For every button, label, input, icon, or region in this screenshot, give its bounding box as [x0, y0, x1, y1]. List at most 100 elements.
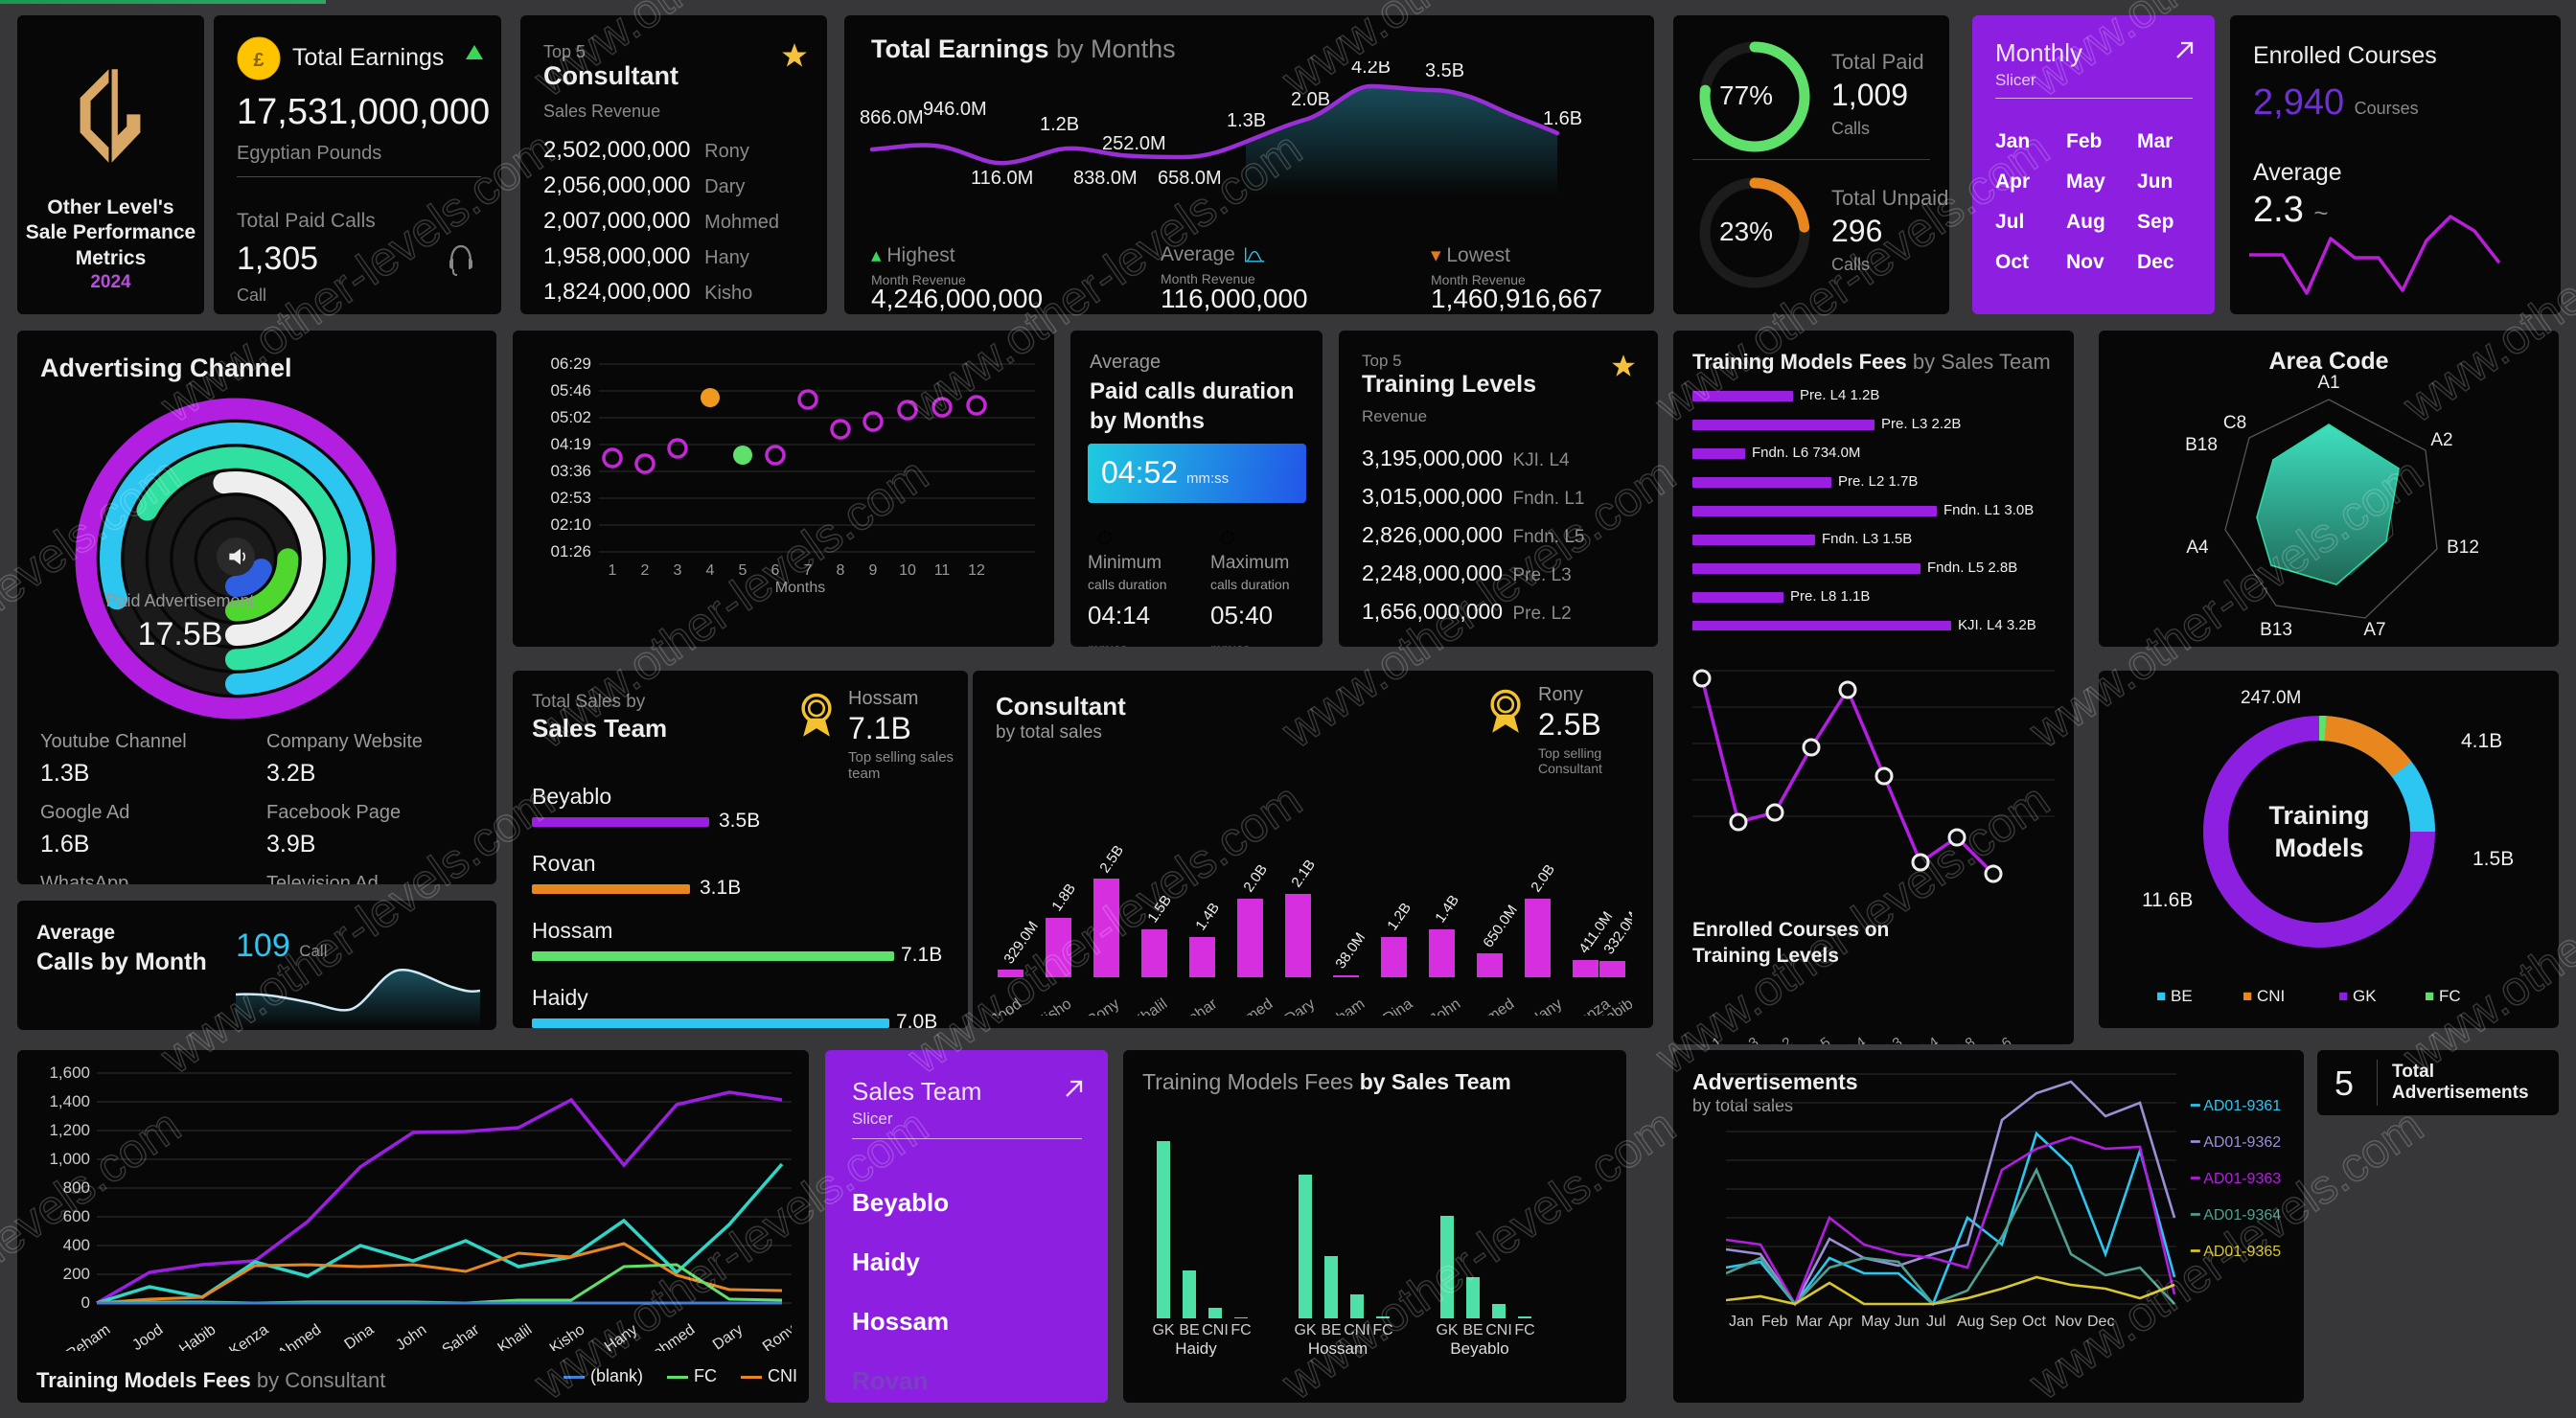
svg-text:BE: BE: [1179, 1322, 1199, 1338]
svg-text:Fndn. L1: Fndn. L1: [1692, 1034, 1725, 1044]
svg-text:Dina: Dina: [342, 1321, 378, 1351]
svg-text:800: 800: [63, 1178, 90, 1197]
svg-text:B13: B13: [2260, 620, 2292, 635]
svg-text:Hany: Hany: [602, 1321, 640, 1351]
svg-text:GK: GK: [1152, 1322, 1174, 1338]
svg-text:1.6B: 1.6B: [1543, 108, 1582, 129]
svg-text:C8: C8: [2223, 413, 2246, 433]
svg-text:12: 12: [968, 562, 985, 579]
svg-text:Dary: Dary: [1282, 995, 1318, 1016]
svg-text:Hany: Hany: [1527, 995, 1565, 1016]
svg-text:Khalil: Khalil: [1130, 995, 1170, 1016]
svg-text:Mohmed: Mohmed: [1218, 995, 1276, 1016]
svg-text:1.4B: 1.4B: [1192, 900, 1223, 933]
svg-text:1.5B: 1.5B: [1144, 892, 1175, 926]
svg-text:Fndn. L5 2.8B: Fndn. L5 2.8B: [1927, 560, 2017, 576]
svg-text:2.0B: 2.0B: [1291, 89, 1330, 110]
svg-text:B18: B18: [2185, 435, 2218, 455]
svg-text:Beyablo: Beyablo: [1450, 1339, 1508, 1357]
svg-text:GK: GK: [1436, 1322, 1458, 1338]
svg-text:4.2B: 4.2B: [1351, 61, 1391, 78]
svg-text:Rony: Rony: [760, 1321, 792, 1351]
svg-text:2.5B: 2.5B: [1096, 842, 1127, 876]
svg-text:B12: B12: [2447, 537, 2479, 558]
svg-text:CNI: CNI: [1202, 1322, 1229, 1338]
svg-text:Pre. L2 1.7B: Pre. L2 1.7B: [1838, 473, 1918, 490]
svg-text:2: 2: [641, 562, 650, 579]
svg-text:Pre. L4 1.2B: Pre. L4 1.2B: [1800, 387, 1879, 403]
svg-text:John: John: [1427, 995, 1463, 1016]
svg-text:A7: A7: [2363, 620, 2385, 635]
svg-text:CNI: CNI: [1344, 1322, 1370, 1338]
svg-text:4: 4: [706, 562, 715, 579]
svg-text:Training: Training: [2268, 801, 2369, 830]
svg-text:Mohmed: Mohmed: [640, 1321, 699, 1351]
svg-text:Kisho: Kisho: [547, 1321, 588, 1351]
svg-text:Reham: Reham: [63, 1321, 113, 1351]
svg-text:Dary: Dary: [710, 1321, 746, 1351]
svg-text:400: 400: [63, 1236, 90, 1254]
svg-text:John: John: [393, 1321, 429, 1351]
svg-text:1: 1: [609, 562, 617, 579]
svg-text:Sahar: Sahar: [440, 1321, 483, 1351]
svg-text:946.0M: 946.0M: [923, 99, 987, 120]
svg-text:Models: Models: [2274, 834, 2363, 862]
svg-text:Ahmed: Ahmed: [1468, 995, 1517, 1016]
svg-text:9: 9: [869, 562, 878, 579]
svg-text:Dina: Dina: [1381, 995, 1416, 1016]
svg-text:1.3B: 1.3B: [1227, 110, 1266, 131]
svg-text:Sahar: Sahar: [1178, 995, 1221, 1016]
svg-text:7: 7: [804, 562, 813, 579]
svg-text:FC: FC: [1372, 1322, 1392, 1338]
svg-text:01:26: 01:26: [550, 542, 591, 560]
svg-text:£: £: [253, 50, 264, 71]
svg-text:Habib: Habib: [176, 1321, 218, 1351]
svg-text:Pre. L8 1.1B: Pre. L8 1.1B: [1790, 588, 1870, 605]
svg-text:116.0M: 116.0M: [971, 168, 1033, 189]
svg-text:Ahmed: Ahmed: [275, 1321, 324, 1351]
svg-text:KJI. L4 3.2B: KJI. L4 3.2B: [1958, 617, 2036, 630]
svg-text:Pre. L3 2.2B: Pre. L3 2.2B: [1881, 416, 1961, 432]
svg-text:05:46: 05:46: [550, 381, 591, 400]
svg-text:A2: A2: [2430, 430, 2452, 450]
svg-text:BE: BE: [1321, 1322, 1341, 1338]
svg-text:2.1B: 2.1B: [1288, 857, 1319, 890]
svg-text:866.0M: 866.0M: [860, 107, 924, 128]
svg-text:1.2B: 1.2B: [1040, 114, 1079, 135]
svg-text:0: 0: [81, 1293, 90, 1312]
svg-text:CNI: CNI: [1485, 1322, 1512, 1338]
svg-text:05:02: 05:02: [550, 408, 591, 426]
svg-text:200: 200: [63, 1265, 90, 1283]
svg-text:Kisho: Kisho: [1034, 995, 1075, 1016]
svg-text:329.0M: 329.0M: [1000, 919, 1042, 968]
svg-text:Khalil: Khalil: [494, 1321, 535, 1351]
svg-text:658.0M: 658.0M: [1158, 168, 1222, 189]
svg-text:BE: BE: [1462, 1322, 1483, 1338]
svg-text:5: 5: [739, 562, 748, 579]
svg-text:2.0B: 2.0B: [1528, 861, 1558, 895]
svg-text:1,000: 1,000: [49, 1150, 90, 1168]
svg-text:252.0M: 252.0M: [1102, 133, 1166, 154]
svg-text:Haidy: Haidy: [1175, 1339, 1217, 1357]
svg-text:1,200: 1,200: [49, 1121, 90, 1139]
svg-text:02:53: 02:53: [550, 489, 591, 507]
svg-text:02:10: 02:10: [550, 515, 591, 534]
svg-text:04:19: 04:19: [550, 435, 591, 453]
svg-text:600: 600: [63, 1207, 90, 1225]
svg-text:3: 3: [674, 562, 682, 579]
svg-text:Fndn. L3 1.5B: Fndn. L3 1.5B: [1822, 531, 1912, 547]
svg-text:FC: FC: [1514, 1322, 1534, 1338]
svg-text:A1: A1: [2317, 373, 2339, 393]
svg-text:FC: FC: [1230, 1322, 1251, 1338]
svg-text:1.4B: 1.4B: [1432, 892, 1462, 926]
svg-text:1,400: 1,400: [49, 1092, 90, 1110]
svg-text:GK: GK: [1294, 1322, 1316, 1338]
svg-text:1,600: 1,600: [49, 1064, 90, 1082]
svg-text:03:36: 03:36: [550, 462, 591, 480]
svg-text:Jood: Jood: [129, 1321, 166, 1351]
svg-text:Fndn. L1 3.0B: Fndn. L1 3.0B: [1944, 502, 2034, 518]
svg-text:Hossam: Hossam: [1308, 1339, 1368, 1357]
svg-text:8: 8: [837, 562, 845, 579]
svg-text:10: 10: [899, 562, 916, 579]
svg-text:38.0M: 38.0M: [1332, 929, 1368, 972]
